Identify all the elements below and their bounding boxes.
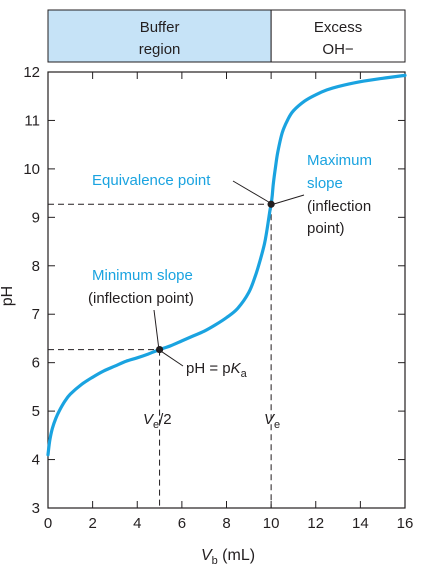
x-tick-label-8: 8 <box>222 515 230 532</box>
titration-curve <box>46 73 407 457</box>
y-tick-label-9: 9 <box>32 209 40 226</box>
maximum-slope-line2: slope <box>307 175 343 192</box>
equivalence-point-label: Equivalence point <box>92 172 211 189</box>
buffer-region-label-line2: region <box>139 41 181 58</box>
y-tick-label-8: 8 <box>32 258 40 275</box>
y-tick-label-3: 3 <box>32 500 40 517</box>
y-tick-label-7: 7 <box>32 306 40 323</box>
maximum-slope-line1: Maximum <box>307 152 372 169</box>
buffer-region-label-line1: Buffer <box>140 19 180 36</box>
half-equivalence-point <box>155 345 164 354</box>
x-tick-label-4: 4 <box>133 515 141 532</box>
y-tick-label-6: 6 <box>32 355 40 372</box>
minimum-slope-leader <box>153 309 160 347</box>
region-band: Buffer region Excess OH− <box>47 9 406 63</box>
x-tick-label-0: 0 <box>44 515 52 532</box>
x-tick-label-2: 2 <box>88 515 96 532</box>
y-tick-label-11: 11 <box>24 112 40 129</box>
equivalence-leader <box>232 180 270 203</box>
excess-oh-band <box>270 9 406 63</box>
y-tick-label-5: 5 <box>32 403 40 420</box>
ve-label: Ve <box>264 411 280 431</box>
equivalence-point <box>267 200 275 208</box>
x-tick-label-14: 14 <box>352 515 369 532</box>
annotation-leaders <box>153 180 305 367</box>
ph-pka-leader <box>161 351 184 367</box>
y-tick-label-12: 12 <box>23 64 40 81</box>
x-axis-label: Vb (mL) <box>201 547 255 567</box>
x-tick-label-10: 10 <box>263 515 280 532</box>
y-axis-label: pH <box>0 286 16 306</box>
excess-oh-label-line1: Excess <box>314 19 362 36</box>
y-tick-label-10: 10 <box>23 161 40 178</box>
maximum-slope-leader <box>272 194 305 205</box>
ph-equals-pka-label: pH = pKa <box>186 360 248 380</box>
excess-oh-label-line2: OH− <box>322 41 354 58</box>
x-tick-label-16: 16 <box>397 515 414 532</box>
x-tick-label-12: 12 <box>307 515 324 532</box>
key-points <box>155 200 275 354</box>
buffer-region-band <box>47 9 272 63</box>
axis-ticks: 0 2 4 6 8 10 12 14 16 3 4 5 6 7 8 9 10 11 12 <box>23 64 413 532</box>
maximum-slope-line3: (inflection <box>307 198 371 215</box>
dashed-guides <box>48 203 272 508</box>
inflection-point-label: (inflection point) <box>88 290 194 307</box>
minimum-slope-label: Minimum slope <box>92 267 193 284</box>
maximum-slope-line4: point) <box>307 220 345 237</box>
ve-half-label: Ve/2 <box>143 411 172 431</box>
y-tick-label-4: 4 <box>32 452 40 469</box>
x-tick-label-6: 6 <box>178 515 186 532</box>
